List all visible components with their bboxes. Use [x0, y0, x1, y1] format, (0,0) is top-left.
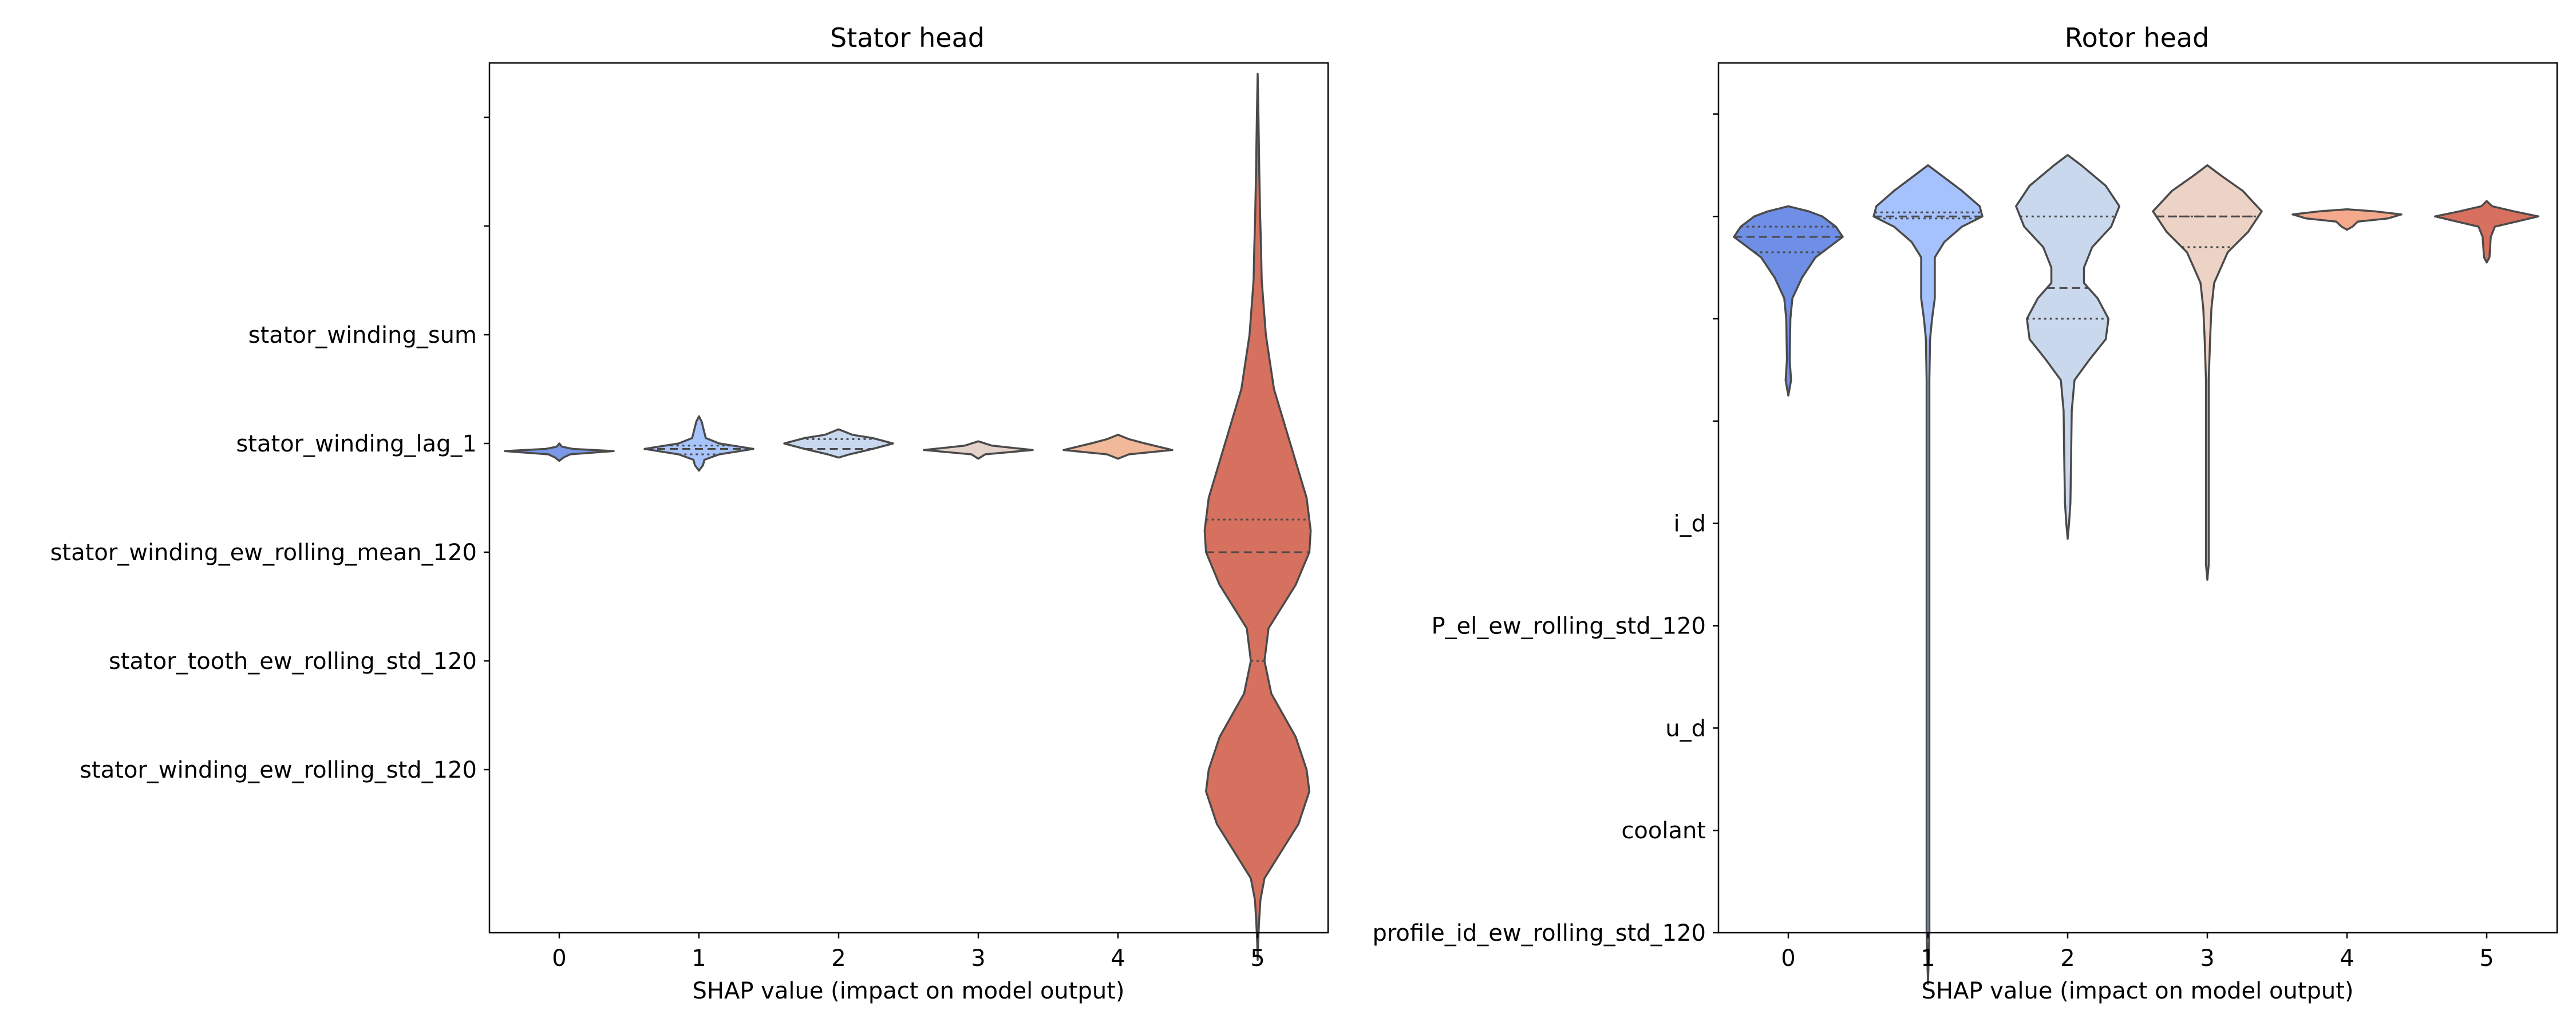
- stator-head-x-tick-label: 2: [831, 945, 846, 972]
- stator-head-violins: [504, 73, 1312, 961]
- rotor-head-x-tick-label: 1: [1921, 945, 1935, 972]
- stator-head-y-tick-label: stator_winding_lag_1: [236, 431, 477, 457]
- stator-head-x-tick-label: 1: [692, 945, 706, 972]
- stator-head-panel: Stator head stator_winding_sumstator_win…: [50, 22, 1329, 1004]
- rotor-head-x-tick-label: 5: [2479, 945, 2494, 972]
- stator-head-y-tick-label: stator_winding_ew_rolling_std_120: [80, 757, 477, 783]
- stator-head-x-tick-label: 3: [971, 945, 985, 972]
- rotor-head-x-tick-label: 2: [2060, 945, 2075, 972]
- rotor-head-x-axis: 0 1 2 3 4 5: [1781, 933, 2494, 972]
- stator-head-violin-3: [923, 440, 1034, 460]
- rotor-head-violin-3: [2152, 164, 2263, 581]
- stator-head-x-axis: 0 1 2 3 4 5: [552, 933, 1265, 972]
- rotor-head-y-tick-label: P_el_ew_rolling_std_120: [1431, 613, 1706, 640]
- rotor-head-x-tick-label: 3: [2200, 945, 2214, 972]
- rotor-head-x-axis-label: SHAP value (impact on model output): [1922, 978, 2354, 1004]
- rotor-head-y-tick-label: coolant: [1621, 818, 1706, 844]
- rotor-head-violin-0: [1733, 205, 1844, 397]
- rotor-head-violin-1: [1872, 164, 1984, 985]
- stator-head-violin-5: [1203, 73, 1312, 961]
- rotor-head-violin-2: [2015, 154, 2121, 540]
- stator-head-plot-frame: [488, 62, 1329, 934]
- stator-head-x-axis-label: SHAP value (impact on model output): [693, 978, 1125, 1004]
- rotor-head-y-tick-label: profile_id_ew_rolling_std_120: [1372, 920, 1706, 946]
- rotor-head-y-tick-label: i_d: [1673, 511, 1706, 537]
- stator-head-violin-1: [643, 415, 754, 472]
- stator-head-y-tick-label: stator_winding_sum: [248, 322, 477, 348]
- stator-head-violin-2: [783, 428, 894, 459]
- rotor-head-title: Rotor head: [2065, 22, 2210, 53]
- stator-head-x-tick-label: 4: [1111, 945, 1125, 972]
- stator-head-x-tick-label: 5: [1250, 945, 1265, 972]
- rotor-head-violins: [1733, 154, 2540, 985]
- stator-head-violin-0: [504, 442, 615, 462]
- rotor-head-x-tick-label: 0: [1781, 945, 1795, 972]
- rotor-head-plot-frame: [1717, 62, 2558, 934]
- stator-head-y-tick-label: stator_winding_ew_rolling_mean_120: [50, 540, 477, 566]
- rotor-head-violin-4: [2291, 208, 2403, 231]
- stator-head-y-tick-label: stator_tooth_ew_rolling_std_120: [109, 648, 477, 675]
- rotor-head-x-tick-label: 4: [2340, 945, 2354, 972]
- stator-head-title: Stator head: [830, 22, 985, 53]
- rotor-head-panel: Rotor head i_d P_el_ew_rolling_std_120 u_d…: [1372, 22, 2558, 1004]
- rotor-head-violin-5: [2434, 200, 2540, 264]
- stator-head-y-axis: stator_winding_sum stator_winding_lag_1st…: [50, 116, 489, 783]
- rotor-head-y-tick-label: u_d: [1665, 715, 1706, 742]
- stator-head-violin-4: [1062, 434, 1174, 460]
- stator-head-x-tick-label: 0: [552, 945, 566, 972]
